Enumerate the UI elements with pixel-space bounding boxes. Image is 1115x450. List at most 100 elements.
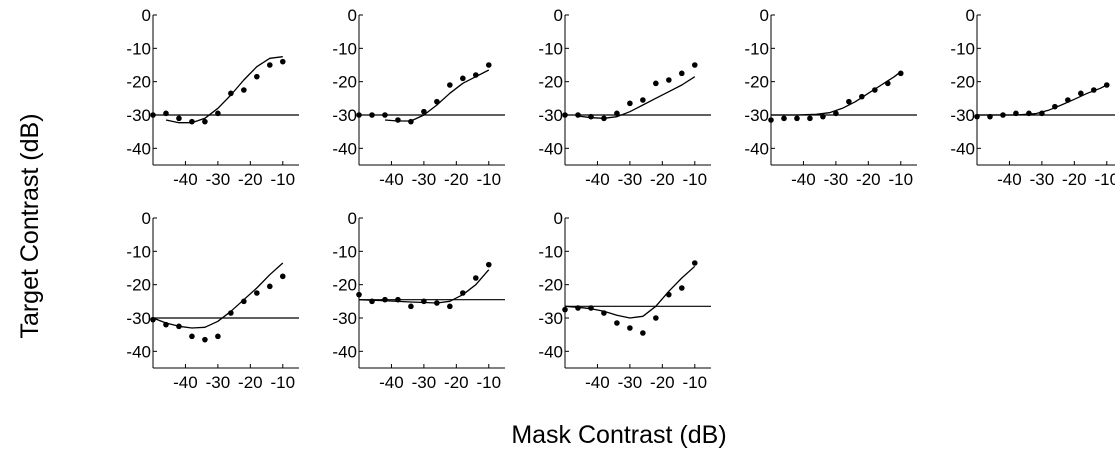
panel-7: 0 -10 -20 -30 -40 -40 -30 -20 -10 <box>332 209 505 392</box>
y-tick-label: 0 <box>760 6 769 25</box>
data-point <box>408 303 414 310</box>
data-point <box>1103 82 1110 88</box>
data-point <box>228 90 234 97</box>
data-point <box>666 77 672 83</box>
x-tick-label: -20 <box>238 373 263 392</box>
y-tick-label: -30 <box>744 106 769 125</box>
y-tick-label: -20 <box>332 73 357 92</box>
y-tick-label: -40 <box>538 139 563 158</box>
data-point <box>575 305 581 311</box>
data-point <box>254 73 260 80</box>
y-tick-label: 0 <box>142 6 151 25</box>
data-point <box>369 112 375 118</box>
data-point <box>601 310 607 316</box>
data-point <box>485 62 492 68</box>
y-tick-label: -30 <box>538 309 563 328</box>
y-tick-label: -30 <box>126 106 151 125</box>
data-point <box>395 117 401 123</box>
data-point <box>781 115 787 122</box>
x-tick-label: -40 <box>791 170 816 189</box>
y-tick-label: -10 <box>126 39 151 58</box>
data-point <box>202 118 208 125</box>
x-tick-label: -10 <box>1094 170 1115 189</box>
data-point <box>833 110 839 117</box>
data-point <box>768 117 774 123</box>
data-point <box>434 300 440 306</box>
x-tick-label: -30 <box>412 373 437 392</box>
data-point <box>897 70 904 77</box>
data-point <box>241 87 247 93</box>
x-tick-label: -20 <box>856 170 881 189</box>
x-tick-label: -40 <box>585 373 610 392</box>
data-point <box>614 110 620 117</box>
data-point <box>434 98 440 105</box>
panels: 0 -10 -20 -30 -40 -40 -30 -20 -10 0 -10 -20 -30 -40 -4… <box>126 6 1115 392</box>
x-tick-label: -40 <box>173 373 198 392</box>
y-tick-label: -10 <box>332 39 357 58</box>
data-point <box>562 112 568 118</box>
data-point <box>150 316 156 323</box>
x-tick-label: -10 <box>682 170 707 189</box>
data-point <box>473 275 479 281</box>
data-point <box>254 290 260 296</box>
data-point <box>176 323 182 330</box>
data-point <box>679 70 685 77</box>
data-point <box>872 87 878 93</box>
data-point <box>189 333 195 340</box>
data-point <box>1039 110 1045 117</box>
x-tick-label: -30 <box>824 170 849 189</box>
x-tick-label: -30 <box>618 170 643 189</box>
y-tick-label: -40 <box>744 139 769 158</box>
data-point <box>408 118 414 125</box>
data-point <box>176 115 182 122</box>
data-point <box>382 296 388 303</box>
y-tick-label: -40 <box>332 139 357 158</box>
x-axis-label: Mask Contrast (dB) <box>511 421 726 449</box>
x-tick-label: -10 <box>476 170 501 189</box>
data-point <box>382 112 388 118</box>
data-point <box>473 72 479 78</box>
fit-curve <box>564 265 696 319</box>
y-tick-label: -10 <box>538 242 563 261</box>
fit-curve <box>577 76 696 119</box>
data-point <box>859 93 865 100</box>
data-point <box>241 298 247 305</box>
data-point <box>1052 103 1058 110</box>
data-point <box>267 283 273 290</box>
data-point <box>447 82 453 88</box>
x-tick-label: -10 <box>270 170 295 189</box>
y-tick-label: 0 <box>348 6 357 25</box>
data-point <box>356 291 362 298</box>
data-point <box>601 115 607 122</box>
data-point <box>627 325 633 331</box>
y-axis-label: Target Contrast (dB) <box>16 113 44 338</box>
data-point <box>163 110 169 117</box>
fit-curve <box>152 262 284 329</box>
x-tick-label: -40 <box>379 170 404 189</box>
x-tick-label: -20 <box>650 373 675 392</box>
data-point <box>228 310 234 316</box>
x-tick-label: -40 <box>997 170 1022 189</box>
y-tick-label: -30 <box>126 309 151 328</box>
panel-6: 0 -10 -20 -30 -40 -40 -30 -20 -10 <box>126 209 299 392</box>
x-tick-label: -40 <box>173 170 198 189</box>
data-point <box>1026 110 1032 117</box>
data-point <box>215 110 221 117</box>
y-tick-label: -10 <box>126 242 151 261</box>
data-point <box>653 80 659 87</box>
data-point <box>691 62 698 68</box>
data-point <box>653 315 659 321</box>
data-point <box>691 260 698 266</box>
data-point <box>666 291 672 298</box>
data-point <box>1091 87 1097 93</box>
y-tick-label: -10 <box>538 39 563 58</box>
data-point <box>627 100 633 107</box>
data-point <box>279 273 286 280</box>
panel-5: 0 -10 -20 -30 -40 -40 -30 -20 -10 <box>950 6 1115 189</box>
data-point <box>1013 110 1019 117</box>
y-tick-label: 0 <box>554 6 563 25</box>
y-tick-label: 0 <box>348 209 357 228</box>
y-tick-label: -30 <box>332 309 357 328</box>
panel-4: 0 -10 -20 -30 -40 -40 -30 -20 -10 <box>744 6 917 189</box>
